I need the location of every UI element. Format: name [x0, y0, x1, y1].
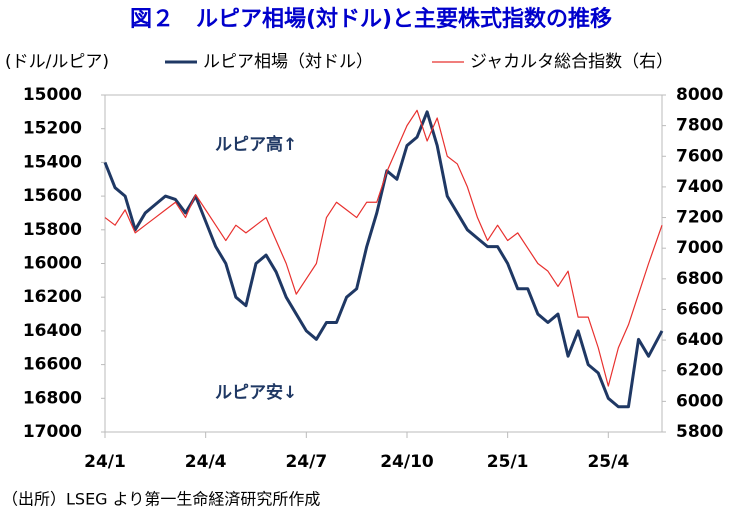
x-tick-label: 24/4	[185, 452, 227, 472]
y2-tick-label: 7400	[676, 177, 723, 197]
y-tick-label: 16600	[23, 355, 82, 375]
y-tick-label: 15800	[23, 220, 82, 240]
y2-tick-label: 8000	[676, 85, 723, 105]
y2-tick-label: 7000	[676, 238, 723, 258]
source-note: （出所）LSEG より第一生命経済研究所作成	[2, 490, 320, 509]
series-line	[104, 109, 663, 387]
y2-tick-label: 5800	[676, 422, 723, 442]
y2-tick-label: 6600	[676, 299, 723, 319]
y2-tick-label: 7600	[676, 146, 723, 166]
y-tick-label: 16800	[23, 388, 82, 408]
y-axis-label: (ドル/ルピア)	[5, 52, 109, 72]
plot-frame	[104, 94, 663, 433]
series-line	[103, 110, 664, 409]
y-tick-label: 15600	[23, 186, 82, 206]
y-tick-label: 15000	[23, 85, 82, 105]
y2-tick-label: 6400	[676, 330, 723, 350]
y2-tick-label: 6800	[676, 269, 723, 289]
y-tick-label: 16200	[23, 287, 82, 307]
legend-label: ジャカルタ総合指数（右）	[470, 52, 673, 72]
x-tick-label: 24/7	[285, 452, 327, 472]
x-tick-label: 25/4	[587, 452, 629, 472]
y2-tick-label: 6000	[676, 391, 723, 411]
y-tick-label: 15200	[23, 119, 82, 139]
chart-title: 図２ ルピア相場(対ドル)と主要株式指数の推移	[130, 6, 612, 32]
x-tick-label: 25/1	[487, 452, 529, 472]
annotation: ルピア安↓	[215, 382, 297, 403]
y-tick-label: 15400	[23, 152, 82, 172]
y2-tick-label: 6200	[676, 361, 723, 381]
y-tick-label: 16400	[23, 321, 82, 341]
annotation: ルピア高↑	[215, 134, 297, 155]
y-tick-label: 17000	[23, 422, 82, 442]
x-tick-label: 24/1	[84, 452, 126, 472]
legend-label: ルピア相場（対ドル）	[203, 52, 373, 72]
x-tick-label: 24/10	[380, 452, 434, 472]
y2-tick-label: 7800	[676, 116, 723, 136]
y-tick-label: 16000	[23, 254, 82, 274]
y2-tick-label: 7200	[676, 208, 723, 228]
